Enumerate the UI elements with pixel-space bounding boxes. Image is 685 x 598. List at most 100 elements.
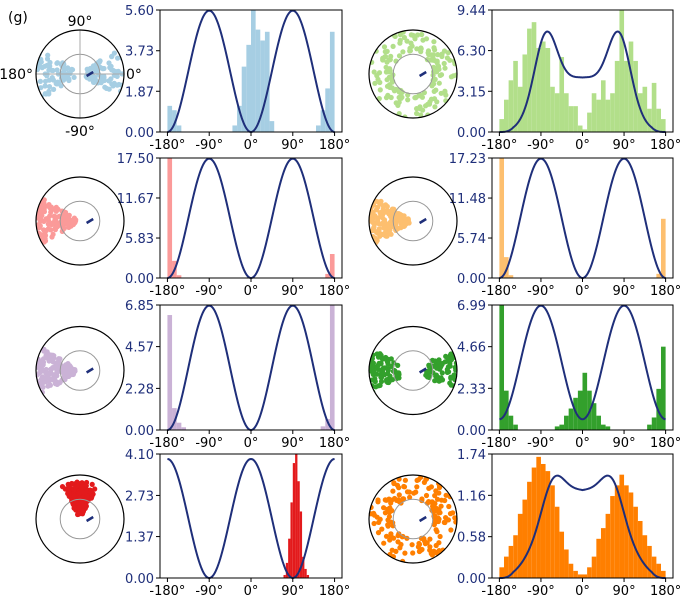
polar-point: [385, 360, 391, 366]
polar-point: [439, 377, 446, 383]
polar-point: [409, 542, 415, 548]
polar-point: [96, 59, 102, 65]
polar-outline: [35, 325, 125, 416]
x-tick-label: 90°: [613, 436, 636, 451]
polar-point: [49, 234, 55, 240]
polar-point: [426, 368, 432, 374]
polar-point: [46, 67, 52, 73]
x-tick-label: 90°: [281, 436, 304, 451]
x-tick-label: 180°: [650, 436, 681, 451]
polar-point: [376, 226, 382, 232]
hist-bar: [564, 93, 569, 132]
hist-bar: [605, 513, 611, 578]
polar-point: [90, 79, 97, 85]
hist-bar: [292, 463, 296, 578]
polar-point: [446, 369, 452, 375]
polar-point: [381, 225, 387, 231]
hist-bar: [605, 99, 611, 132]
hist-bar: [246, 44, 251, 132]
polar-point: [450, 510, 456, 516]
hist-bar: [508, 80, 514, 132]
polar-mean-marker: [85, 70, 94, 78]
polar-point: [391, 535, 397, 541]
polar-point: [39, 374, 46, 380]
hist-bar: [176, 422, 182, 430]
x-tick-label: 0°: [244, 436, 259, 451]
polar-point: [49, 376, 55, 382]
polar-label-bottom: -90°: [65, 124, 95, 140]
hist-bar: [660, 570, 666, 578]
hist-bar: [554, 426, 560, 430]
polar-point: [51, 353, 57, 359]
hist-bar: [647, 108, 652, 132]
polar-point: [431, 39, 437, 45]
polar-point: [83, 483, 89, 489]
polar-point: [387, 82, 393, 88]
polar-inset: [35, 325, 125, 416]
polar-outline: [368, 474, 458, 564]
hist-bar: [176, 125, 182, 132]
polar-outline: [368, 176, 458, 266]
polar-point: [54, 214, 60, 220]
polar-point: [46, 358, 52, 364]
polar-point: [373, 384, 379, 390]
polar-point: [435, 515, 441, 521]
polar-point: [388, 531, 394, 537]
polar-point: [48, 370, 54, 376]
polar-point: [54, 224, 61, 230]
x-tick-label: 0°: [575, 436, 590, 451]
polar-ref-circle: [392, 200, 434, 242]
x-tick-label: 180°: [319, 584, 350, 598]
polar-point: [448, 357, 455, 363]
fit-curve: [167, 304, 335, 432]
polar-point: [394, 482, 401, 488]
y-tick-label: 5.60: [125, 4, 154, 19]
axes-frame: [159, 157, 343, 279]
x-tick-label: -90°: [527, 138, 555, 153]
polar-point: [414, 106, 420, 112]
polar-point: [371, 69, 377, 75]
polar-point: [387, 57, 393, 63]
panel-row2-left: -180° -90° 0° 90° 180° 0.00 5.83 11.67 17.50: [35, 152, 350, 299]
x-tick-label: 90°: [613, 284, 636, 299]
polar-point: [405, 97, 411, 103]
polar-point: [390, 43, 396, 50]
hist-bar: [619, 474, 625, 578]
polar-point: [385, 371, 391, 377]
polar-point: [36, 215, 39, 221]
hist-bar: [582, 574, 588, 578]
hist-bar: [660, 218, 666, 278]
hist-bar: [651, 417, 657, 430]
polar-point: [58, 83, 64, 89]
x-tick-label: 90°: [613, 584, 636, 598]
polar-point: [406, 220, 412, 226]
polar-point: [392, 33, 398, 40]
polar-point: [443, 515, 449, 521]
x-tick-label: 0°: [575, 284, 590, 299]
hist-bar: [167, 315, 173, 430]
polar-point: [387, 537, 393, 543]
x-tick-label: -180°: [149, 138, 185, 153]
hist-bar: [320, 426, 326, 430]
polar-point: [377, 79, 383, 86]
polar-point: [427, 536, 433, 542]
hist-bar: [295, 454, 298, 578]
polar-outline: [368, 29, 458, 119]
polar-point: [401, 484, 408, 490]
x-tick-label: -180°: [481, 284, 517, 299]
x-tick-label: 90°: [281, 584, 304, 598]
x-tick-label: 90°: [281, 284, 304, 299]
axes-frame: [159, 304, 343, 431]
hist-bar: [656, 563, 661, 578]
x-tick-label: 0°: [244, 138, 259, 153]
hist-bar: [568, 408, 574, 430]
polar-point: [373, 198, 380, 204]
y-tick-label: 0.00: [125, 126, 154, 141]
polar-point: [408, 40, 414, 46]
polar-point: [424, 57, 430, 63]
polar-point: [432, 501, 438, 507]
y-tick-label: 2.73: [125, 489, 154, 504]
polar-point: [433, 488, 439, 494]
y-tick-label: 1.37: [125, 531, 154, 546]
x-tick-label: -180°: [149, 584, 185, 598]
